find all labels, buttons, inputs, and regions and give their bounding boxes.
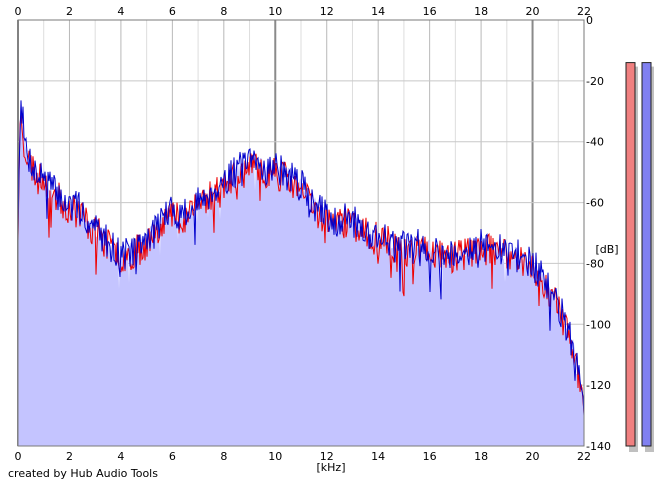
x-tick-label-bottom: 14: [371, 450, 385, 463]
x-tick-label-bottom: 6: [169, 450, 176, 463]
credit-text: created by Hub Audio Tools: [8, 467, 158, 480]
x-tick-label-top: 6: [169, 5, 176, 18]
y-tick-label: 0: [586, 14, 593, 27]
x-tick-label-bottom: 10: [268, 450, 282, 463]
x-tick-label-top: 16: [423, 5, 437, 18]
x-tick-label-top: 2: [66, 5, 73, 18]
axes: [17, 19, 585, 447]
x-tick-label-bottom: 0: [15, 450, 22, 463]
spectrum-fill: [18, 103, 584, 447]
x-tick-label-top: 0: [15, 5, 22, 18]
y-tick-label: -20: [586, 75, 604, 88]
y-tick-label: -40: [586, 136, 604, 149]
tick-labels: 002244668810101212141416161818202022220-…: [15, 5, 611, 463]
y-tick-label: -100: [586, 318, 611, 331]
level-meters: [625, 62, 654, 452]
x-tick-label-bottom: 16: [423, 450, 437, 463]
plot-border: [17, 19, 585, 447]
series-line-blue: [17, 100, 585, 416]
x-tick-label-top: 12: [320, 5, 334, 18]
y-tick-label: -120: [586, 379, 611, 392]
y-tick-label: -80: [586, 257, 604, 270]
x-tick-label-bottom: 22: [577, 450, 591, 463]
x-tick-label-top: 14: [371, 5, 385, 18]
y-tick-label: -140: [586, 440, 611, 453]
x-tick-label-top: 18: [474, 5, 488, 18]
x-tick-label-bottom: 18: [474, 450, 488, 463]
x-tick-label-bottom: 2: [66, 450, 73, 463]
series-layer: [17, 100, 585, 416]
y-axis-label: [dB]: [595, 243, 618, 256]
x-tick-label-bottom: 8: [220, 450, 227, 463]
x-tick-label-top: 8: [220, 5, 227, 18]
x-tick-label-top: 4: [117, 5, 124, 18]
y-tick-label: -60: [586, 197, 604, 210]
spectrum-fill-layer: [18, 103, 584, 447]
x-tick-label-bottom: 20: [526, 450, 540, 463]
x-tick-label-bottom: 4: [117, 450, 124, 463]
level-meter-bar: [641, 62, 652, 447]
x-axis-label: [kHz]: [317, 461, 346, 474]
x-tick-label-bottom: 12: [320, 450, 334, 463]
x-tick-label-top: 10: [268, 5, 282, 18]
x-tick-label-top: 20: [526, 5, 540, 18]
level-meter-bar: [625, 62, 636, 447]
x-tick-label-top: 22: [577, 5, 591, 18]
